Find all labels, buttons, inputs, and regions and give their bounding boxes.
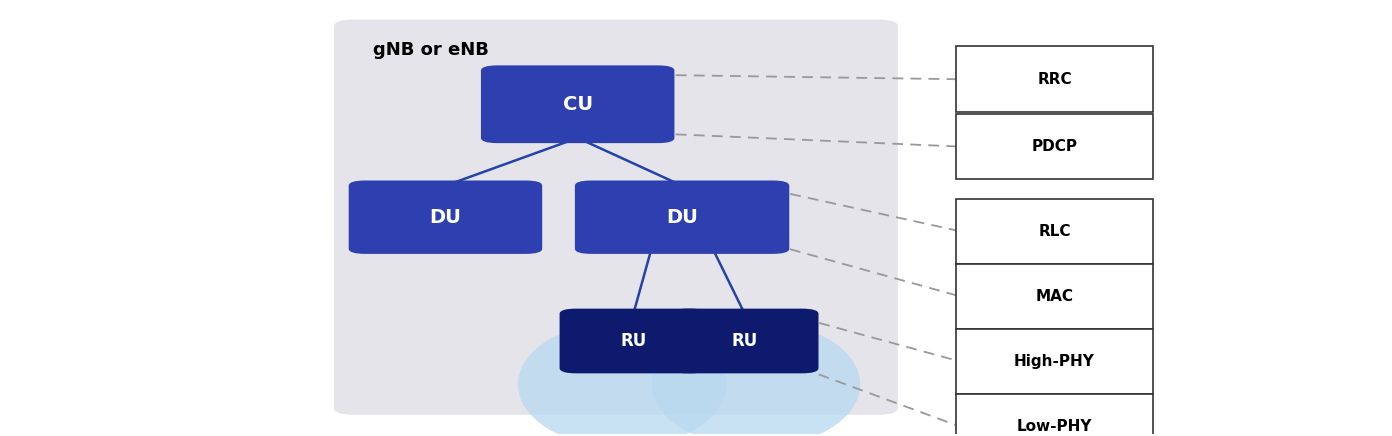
- Ellipse shape: [518, 321, 727, 436]
- FancyBboxPatch shape: [671, 309, 818, 373]
- Ellipse shape: [651, 321, 860, 436]
- FancyBboxPatch shape: [956, 264, 1153, 329]
- Text: gNB or eNB: gNB or eNB: [373, 41, 489, 58]
- FancyBboxPatch shape: [334, 20, 898, 415]
- FancyBboxPatch shape: [956, 114, 1153, 179]
- Text: DU: DU: [430, 208, 461, 227]
- Text: RRC: RRC: [1037, 72, 1072, 87]
- Text: High-PHY: High-PHY: [1013, 354, 1096, 369]
- FancyBboxPatch shape: [956, 329, 1153, 395]
- FancyBboxPatch shape: [956, 198, 1153, 264]
- FancyBboxPatch shape: [575, 181, 789, 254]
- Text: Low-PHY: Low-PHY: [1016, 419, 1093, 434]
- Text: DU: DU: [667, 208, 697, 227]
- FancyBboxPatch shape: [560, 309, 707, 373]
- FancyBboxPatch shape: [956, 394, 1153, 436]
- Text: CU: CU: [562, 95, 593, 114]
- Text: RU: RU: [732, 332, 757, 350]
- Text: RLC: RLC: [1038, 224, 1070, 239]
- FancyBboxPatch shape: [956, 47, 1153, 112]
- Text: MAC: MAC: [1036, 289, 1073, 304]
- Text: PDCP: PDCP: [1031, 139, 1077, 154]
- FancyBboxPatch shape: [348, 181, 541, 254]
- Text: RU: RU: [621, 332, 646, 350]
- FancyBboxPatch shape: [482, 65, 674, 143]
